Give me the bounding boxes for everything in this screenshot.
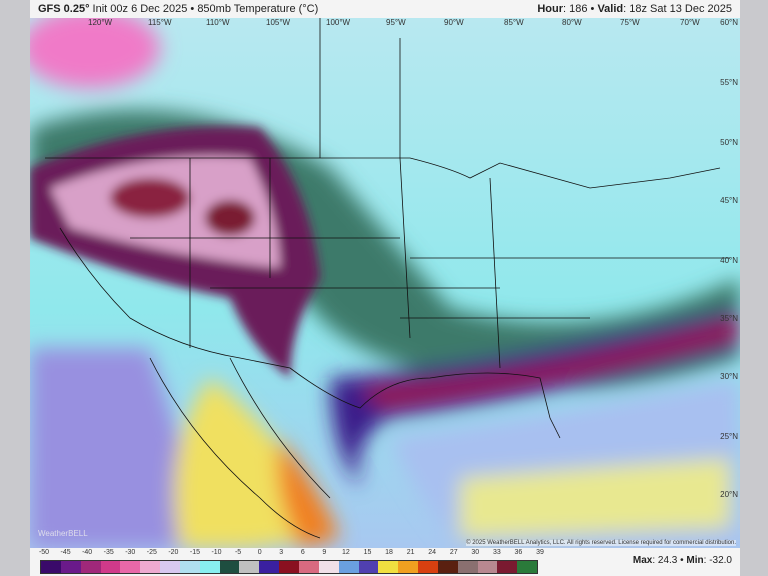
colorbar-swatch <box>457 561 478 573</box>
colorbar-swatch <box>120 561 141 573</box>
colorbar-swatch <box>338 561 359 573</box>
lon-label: 90°W <box>444 18 464 27</box>
colorbar-tick: 6 <box>300 549 305 556</box>
colorbar-tick: 9 <box>322 549 327 556</box>
product-name: 850mb Temperature (°C) <box>197 3 319 15</box>
colorbar-tick: -30 <box>125 549 136 556</box>
colorbar-swatch <box>437 561 458 573</box>
colorbar <box>40 560 538 574</box>
lon-label: 120°W <box>88 18 113 27</box>
colorbar-tick: -45 <box>60 549 71 556</box>
valid-value: 18z Sat 13 Dec 2025 <box>629 3 732 15</box>
colorbar-swatch <box>219 561 240 573</box>
weatherbell-logo: WeatherBELL <box>38 529 88 538</box>
colorbar-swatch <box>160 561 180 573</box>
colorbar-tick: -15 <box>189 549 201 556</box>
temperature-map[interactable]: 120°W 115°W 110°W 105°W 100°W 95°W 90°W … <box>30 18 740 548</box>
front-red <box>360 318 740 408</box>
colorbar-swatch <box>477 561 498 573</box>
lat-label: 35°N <box>720 314 738 323</box>
copyright: © 2025 WeatherBELL Analytics, LLC. All r… <box>466 540 736 546</box>
max-label: Max <box>632 555 653 566</box>
lat-label: 50°N <box>720 138 738 147</box>
header-right: Hour: 186 • Valid: 18z Sat 13 Dec 2025 <box>537 3 732 15</box>
hour-label: Hour <box>537 3 563 15</box>
max-min: Max: 24.3 • Min: -32.0 <box>632 555 732 566</box>
colorbar-tick: 15 <box>363 549 372 556</box>
map-panel: GFS 0.25° Init 00z 6 Dec 2025 • 850mb Te… <box>30 0 740 576</box>
init-time: Init 00z 6 Dec 2025 <box>92 3 188 15</box>
lat-label: 45°N <box>720 196 738 205</box>
colorbar-swatch <box>100 561 121 573</box>
lon-label: 70°W <box>680 18 700 27</box>
colorbar-tick: 33 <box>492 549 501 556</box>
colorbar-tick: 24 <box>428 549 437 556</box>
header: GFS 0.25° Init 00z 6 Dec 2025 • 850mb Te… <box>30 0 740 18</box>
colorbar-tick: -20 <box>168 549 179 556</box>
colorbar-tick: 18 <box>385 549 393 556</box>
min-label: Min <box>686 555 704 566</box>
colorbar-tick: -40 <box>82 549 93 556</box>
lat-label: 25°N <box>720 432 738 441</box>
colorbar-swatch <box>318 561 339 573</box>
colorbar-swatch <box>199 561 220 573</box>
colorbar-tick: -35 <box>103 549 114 556</box>
colorbar-swatch <box>80 561 101 573</box>
colorbar-tick: 21 <box>406 549 415 556</box>
colorbar-swatch <box>497 561 518 573</box>
colorbar-tick: 12 <box>342 549 350 556</box>
colorbar-tick: 0 <box>257 549 262 556</box>
max-value: 24.3 <box>657 555 678 566</box>
colorbar-ticks: -50 -45 -40 -35 -30 -25 -20 -15 -10 -5 0 3 6 9 12 15 18 2… <box>34 549 544 559</box>
colorbar-swatch <box>298 561 319 573</box>
lon-label: 95°W <box>386 18 406 27</box>
colorbar-swatch <box>378 561 399 573</box>
colorbar-swatch <box>517 561 538 573</box>
colorbar-swatch <box>259 561 280 573</box>
map-field <box>30 18 740 548</box>
lat-label: 55°N <box>720 78 738 87</box>
lon-label: 75°W <box>620 18 640 27</box>
lon-label: 80°W <box>562 18 582 27</box>
colorbar-swatch <box>279 561 299 573</box>
colorbar-swatch <box>418 561 438 573</box>
colorbar-tick: 39 <box>536 549 544 556</box>
colorbar-swatch <box>60 561 81 573</box>
model-name: GFS 0.25° <box>38 3 90 15</box>
cold-pocket-nw <box>30 18 160 88</box>
borders <box>45 18 730 539</box>
valid-label: Valid <box>597 3 624 15</box>
lon-label: 110°W <box>206 18 230 27</box>
colorbar-swatch <box>358 561 379 573</box>
min-value: -32.0 <box>709 555 732 566</box>
lon-label: 85°W <box>504 18 524 27</box>
colorbar-swatch <box>239 561 260 573</box>
lat-label: 60°N <box>720 18 738 27</box>
colorbar-swatch <box>398 561 419 573</box>
lat-label: 40°N <box>720 256 738 265</box>
colorbar-tick: 27 <box>449 549 458 556</box>
lon-label: 115°W <box>148 18 172 27</box>
colorbar-tick: -10 <box>211 549 222 556</box>
lat-label: 30°N <box>720 372 738 381</box>
colorbar-swatch <box>179 561 200 573</box>
hour-value: 186 <box>569 3 588 15</box>
lon-label: 105°W <box>266 18 291 27</box>
colorbar-tick: 30 <box>471 549 480 556</box>
colorbar-tick: -50 <box>38 549 50 556</box>
colorbar-swatch <box>140 561 161 573</box>
colorbar-tick: -25 <box>146 549 157 556</box>
header-left: GFS 0.25° Init 00z 6 Dec 2025 • 850mb Te… <box>38 3 319 15</box>
colorbar-tick: -5 <box>234 549 242 556</box>
colorbar-tick: 3 <box>279 549 284 556</box>
colorbar-swatch <box>41 561 61 573</box>
colorbar-tick: 36 <box>514 549 523 556</box>
lat-label: 20°N <box>720 490 738 499</box>
lon-label: 100°W <box>326 18 351 27</box>
